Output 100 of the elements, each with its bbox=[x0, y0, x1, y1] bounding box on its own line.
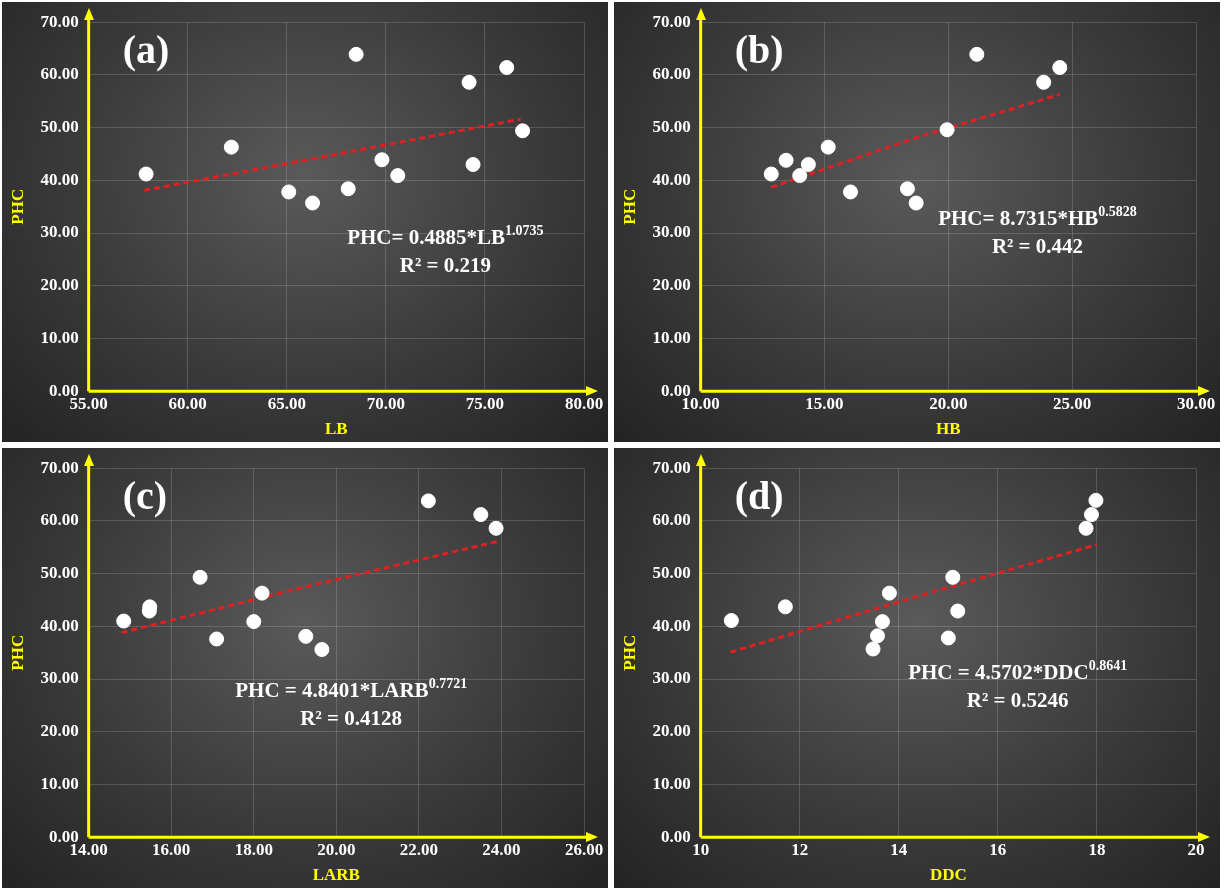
x-axis-title: HB bbox=[936, 419, 961, 439]
point bbox=[473, 507, 489, 523]
y-tick-label: 40.00 bbox=[652, 169, 691, 189]
annotation: R² = 0.442 bbox=[991, 234, 1084, 259]
x-tick-label: 20.00 bbox=[317, 839, 356, 859]
x-tick-label: 30.00 bbox=[1176, 393, 1216, 413]
x-tick-label: 25.00 bbox=[1053, 393, 1092, 413]
point bbox=[1036, 74, 1052, 90]
chart-title: (c) bbox=[122, 472, 168, 518]
y-tick-label: 30.00 bbox=[652, 668, 691, 688]
point bbox=[246, 614, 262, 630]
y-tick-label: 50.00 bbox=[40, 563, 79, 583]
x-axis-title: DDC bbox=[929, 865, 967, 885]
y-tick-label: 60.00 bbox=[652, 510, 691, 530]
y-tick-label: 20.00 bbox=[40, 721, 79, 741]
x-axis-title: LB bbox=[324, 419, 348, 439]
point bbox=[792, 168, 808, 184]
point bbox=[778, 152, 794, 168]
point bbox=[192, 569, 208, 585]
point bbox=[869, 628, 885, 644]
point bbox=[488, 520, 504, 536]
point bbox=[1088, 492, 1104, 508]
x-tick-label: 18.00 bbox=[234, 839, 273, 859]
y-tick-label: 70.00 bbox=[652, 11, 691, 31]
x-tick-label: 20 bbox=[1187, 839, 1205, 859]
point bbox=[881, 585, 897, 601]
point bbox=[723, 613, 739, 629]
point bbox=[950, 603, 966, 619]
point bbox=[138, 166, 154, 182]
y-tick-label: 20.00 bbox=[652, 275, 691, 295]
y-tick-label: 10.00 bbox=[40, 773, 79, 793]
y-tick-label: 70.00 bbox=[40, 11, 79, 31]
y-tick-label: 50.00 bbox=[652, 117, 691, 137]
x-tick-label: 26.00 bbox=[564, 839, 604, 859]
y-axis-title: PHC bbox=[7, 188, 27, 225]
y-axis-title: PHC bbox=[619, 634, 639, 671]
point bbox=[969, 46, 985, 62]
chart-title: (a) bbox=[122, 26, 170, 72]
y-tick-label: 40.00 bbox=[40, 615, 79, 635]
y-tick-label: 50.00 bbox=[652, 563, 691, 583]
y-tick-label: 70.00 bbox=[652, 457, 691, 477]
y-tick-label: 20.00 bbox=[40, 275, 79, 295]
y-tick-label: 60.00 bbox=[652, 64, 691, 84]
point bbox=[209, 631, 225, 647]
x-tick-label: 65.00 bbox=[267, 393, 306, 413]
point bbox=[1052, 60, 1068, 76]
annotation: R² = 0.4128 bbox=[300, 705, 403, 730]
y-tick-label: 30.00 bbox=[40, 668, 79, 688]
x-tick-label: 20.00 bbox=[929, 393, 968, 413]
y-tick-label: 70.00 bbox=[40, 457, 79, 477]
x-tick-label: 75.00 bbox=[465, 393, 505, 413]
chart-title: (b) bbox=[734, 26, 784, 72]
point bbox=[939, 122, 955, 138]
point bbox=[223, 139, 239, 155]
x-tick-label: 16.00 bbox=[152, 839, 191, 859]
annotation: R² = 0.5246 bbox=[966, 687, 1069, 712]
y-tick-label: 10.00 bbox=[652, 327, 691, 347]
point bbox=[465, 157, 481, 173]
y-tick-label: 30.00 bbox=[40, 222, 79, 242]
x-tick-label: 15.00 bbox=[805, 393, 844, 413]
y-tick-label: 60.00 bbox=[40, 64, 79, 84]
point bbox=[116, 613, 132, 629]
point bbox=[314, 642, 330, 658]
y-tick-label: 30.00 bbox=[652, 222, 691, 242]
point bbox=[777, 599, 793, 615]
point bbox=[1083, 507, 1099, 523]
point bbox=[281, 184, 297, 200]
point bbox=[374, 152, 390, 168]
chart-title: (d) bbox=[734, 472, 784, 518]
point bbox=[305, 195, 321, 211]
point bbox=[763, 166, 779, 182]
x-tick-label: 10 bbox=[692, 839, 710, 859]
x-tick-label: 18 bbox=[1088, 839, 1106, 859]
point bbox=[348, 46, 364, 62]
annotation: R² = 0.219 bbox=[399, 252, 491, 277]
x-tick-label: 16 bbox=[989, 839, 1007, 859]
x-tick-label: 24.00 bbox=[482, 839, 521, 859]
point bbox=[499, 60, 515, 76]
x-tick-label: 60.00 bbox=[168, 393, 207, 413]
y-tick-label: 60.00 bbox=[40, 510, 79, 530]
y-axis-title: PHC bbox=[7, 634, 27, 671]
point bbox=[842, 184, 858, 200]
point bbox=[515, 123, 531, 139]
point bbox=[340, 181, 356, 197]
y-axis-title: PHC bbox=[619, 188, 639, 225]
point bbox=[254, 585, 270, 601]
y-tick-label: 40.00 bbox=[652, 615, 691, 635]
x-tick-label: 70.00 bbox=[366, 393, 405, 413]
x-tick-label: 22.00 bbox=[399, 839, 439, 859]
point bbox=[899, 181, 915, 197]
point bbox=[820, 139, 836, 155]
y-tick-label: 10.00 bbox=[652, 773, 691, 793]
point bbox=[908, 195, 924, 211]
point bbox=[800, 157, 816, 173]
point bbox=[390, 168, 406, 184]
point bbox=[865, 641, 881, 657]
point bbox=[1078, 520, 1094, 536]
x-tick-label: 14 bbox=[890, 839, 908, 859]
point bbox=[874, 614, 890, 630]
x-tick-label: 12 bbox=[791, 839, 809, 859]
